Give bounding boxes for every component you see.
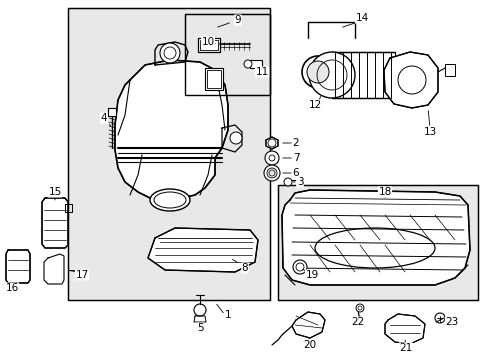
- Polygon shape: [148, 228, 258, 272]
- Text: 21: 21: [399, 343, 412, 353]
- Bar: [198, 38, 220, 52]
- Bar: [206, 70, 221, 88]
- Text: 18: 18: [378, 187, 391, 197]
- Polygon shape: [282, 190, 469, 285]
- Text: 19: 19: [305, 270, 318, 280]
- Bar: [444, 64, 454, 76]
- Text: 1: 1: [224, 310, 231, 320]
- Text: 14: 14: [355, 13, 368, 23]
- Circle shape: [292, 260, 306, 274]
- Text: 22: 22: [351, 317, 364, 327]
- Circle shape: [355, 304, 363, 312]
- Circle shape: [306, 61, 328, 83]
- Circle shape: [266, 168, 276, 178]
- Circle shape: [434, 313, 444, 323]
- Text: 5: 5: [196, 323, 203, 333]
- Text: 11: 11: [255, 67, 268, 77]
- Polygon shape: [115, 60, 227, 200]
- Bar: [249, 60, 262, 68]
- Text: 6: 6: [292, 168, 299, 178]
- Circle shape: [194, 304, 205, 316]
- Bar: [108, 108, 116, 116]
- Bar: [200, 40, 218, 50]
- Text: 17: 17: [75, 270, 88, 280]
- Circle shape: [229, 132, 242, 144]
- Circle shape: [264, 151, 279, 165]
- Text: 20: 20: [303, 340, 316, 350]
- Polygon shape: [265, 137, 278, 149]
- Text: 2: 2: [292, 138, 299, 148]
- Bar: [204, 68, 223, 90]
- Bar: [68, 8, 269, 300]
- Text: 3: 3: [296, 177, 303, 187]
- Circle shape: [308, 52, 354, 98]
- Text: 16: 16: [5, 283, 19, 293]
- Text: 12: 12: [308, 100, 321, 110]
- Text: 9: 9: [234, 15, 241, 25]
- Text: 7: 7: [292, 153, 299, 163]
- Text: 4: 4: [101, 113, 107, 123]
- Text: 13: 13: [423, 127, 436, 137]
- Polygon shape: [383, 52, 437, 108]
- Polygon shape: [6, 250, 30, 283]
- Circle shape: [244, 60, 251, 68]
- Bar: [278, 185, 477, 300]
- Bar: [184, 14, 269, 95]
- Polygon shape: [42, 198, 68, 248]
- Circle shape: [302, 56, 333, 88]
- Circle shape: [284, 178, 291, 186]
- Circle shape: [264, 165, 280, 181]
- Polygon shape: [331, 52, 394, 98]
- Text: 23: 23: [445, 317, 458, 327]
- Circle shape: [160, 43, 180, 63]
- Text: 15: 15: [48, 187, 61, 197]
- Text: 8: 8: [241, 263, 248, 273]
- Polygon shape: [384, 314, 424, 344]
- Ellipse shape: [150, 189, 190, 211]
- Polygon shape: [278, 185, 477, 300]
- Polygon shape: [68, 8, 269, 300]
- Polygon shape: [291, 312, 325, 338]
- Polygon shape: [184, 14, 269, 95]
- Text: 10: 10: [201, 37, 214, 47]
